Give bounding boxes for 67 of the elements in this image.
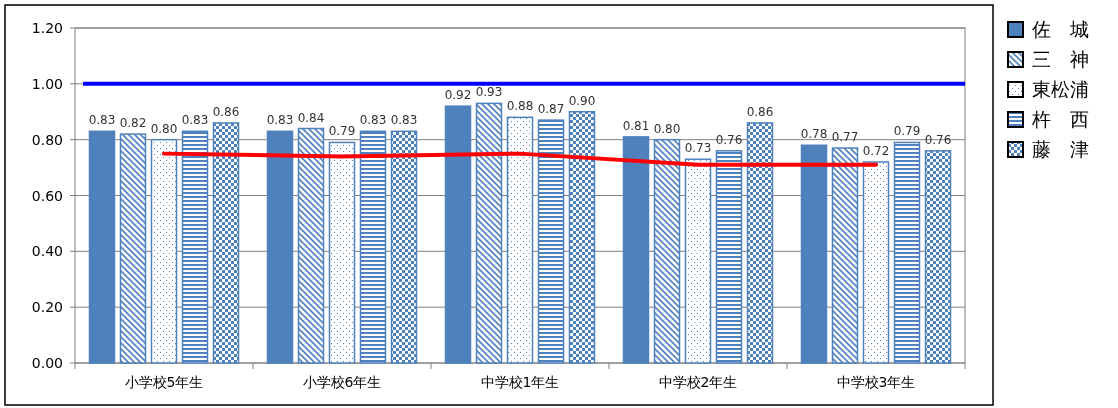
legend-label: 藤 津 <box>1032 138 1089 160</box>
y-tick-label: 0.40 <box>31 243 63 260</box>
x-tick-label: 中学校3年生 <box>836 374 916 390</box>
y-tick-label: 0.60 <box>31 187 63 204</box>
data-label: 0.80 <box>150 121 178 136</box>
data-label: 0.86 <box>746 104 774 119</box>
data-label: 0.73 <box>684 141 712 156</box>
bar <box>622 136 650 364</box>
bar <box>893 141 921 364</box>
bar <box>150 138 178 364</box>
bar <box>537 119 565 364</box>
data-label: 0.83 <box>390 113 418 128</box>
bar <box>266 130 294 364</box>
data-label: 0.88 <box>506 99 534 114</box>
data-label: 0.76 <box>715 132 743 147</box>
bar <box>862 161 890 364</box>
bar <box>506 116 534 364</box>
bar <box>444 105 472 364</box>
bar <box>119 133 147 364</box>
bar <box>568 111 596 364</box>
bar <box>297 127 325 364</box>
y-tick-label: 0.80 <box>31 131 63 148</box>
bar <box>800 144 828 364</box>
x-tick-label: 中学校2年生 <box>658 374 738 390</box>
data-label: 0.82 <box>119 116 147 131</box>
x-tick-label: 小学校5年生 <box>124 374 204 390</box>
y-tick-label: 0.00 <box>31 355 63 371</box>
bar <box>715 150 743 364</box>
data-label: 0.83 <box>266 113 294 128</box>
data-label: 0.72 <box>862 144 890 158</box>
data-label: 0.76 <box>924 132 952 147</box>
data-label: 0.80 <box>653 121 681 136</box>
legend-label: 杵 西 <box>1031 108 1089 130</box>
x-tick-label: 中学校1年生 <box>480 374 560 390</box>
data-label: 0.83 <box>181 113 209 128</box>
bar <box>88 130 116 364</box>
bar <box>212 122 240 364</box>
data-label: 0.79 <box>328 124 356 139</box>
bar <box>924 150 952 364</box>
data-label: 0.79 <box>893 124 921 139</box>
x-tick-label: 小学校6年生 <box>302 374 382 390</box>
data-label: 0.93 <box>475 85 503 100</box>
data-label: 0.86 <box>212 104 240 119</box>
bar <box>181 130 209 364</box>
data-label: 0.77 <box>831 130 859 145</box>
data-label: 0.84 <box>297 110 325 125</box>
data-label: 0.83 <box>359 113 387 128</box>
data-label: 0.90 <box>568 93 596 108</box>
bar <box>746 122 774 364</box>
legend-label: 三 神 <box>1032 48 1089 70</box>
legend-label: 東松浦 <box>1032 78 1089 100</box>
data-label: 0.81 <box>622 118 650 133</box>
y-tick-label: 0.20 <box>31 299 63 316</box>
bar <box>475 102 503 364</box>
bar <box>390 130 418 364</box>
legend-label: 佐 城 <box>1032 18 1089 40</box>
bar <box>653 138 681 364</box>
data-label: 0.83 <box>88 113 116 128</box>
bar <box>831 147 859 364</box>
data-label: 0.92 <box>444 88 472 103</box>
y-tick-label: 1.00 <box>31 75 63 92</box>
y-tick-label: 1.20 <box>31 20 63 36</box>
data-label: 0.78 <box>800 127 828 142</box>
bar <box>359 130 387 364</box>
bar <box>684 158 712 364</box>
bar <box>328 141 356 364</box>
data-label: 0.87 <box>537 102 565 117</box>
